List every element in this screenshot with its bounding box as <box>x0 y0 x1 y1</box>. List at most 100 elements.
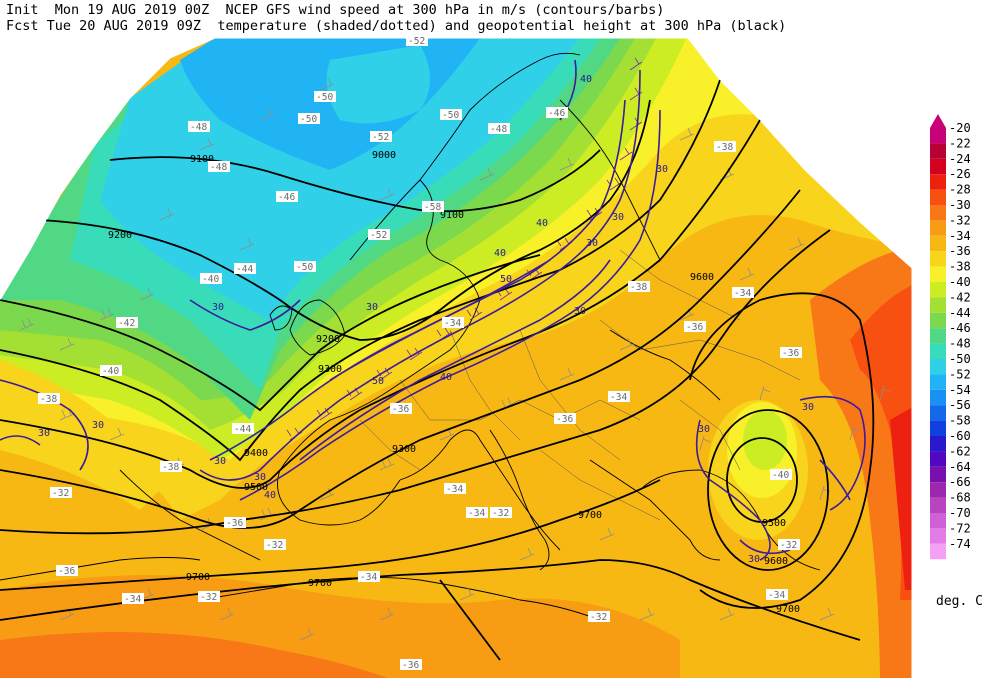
svg-text:-32: -32 <box>780 540 797 551</box>
legend-label: -20 <box>949 121 971 135</box>
svg-text:-34: -34 <box>768 590 785 601</box>
svg-text:-40: -40 <box>202 274 219 285</box>
temperature-label: -52 <box>368 229 390 241</box>
height-label: 9700 <box>186 572 210 583</box>
svg-text:-38: -38 <box>630 282 647 293</box>
wind-label: 40 <box>494 248 506 259</box>
temperature-label: -46 <box>546 107 568 119</box>
legend-label: -26 <box>949 167 971 181</box>
svg-text:-52: -52 <box>372 132 389 143</box>
svg-text:-48: -48 <box>190 122 207 133</box>
legend-swatch <box>930 497 946 513</box>
height-label: 9200 <box>108 230 132 241</box>
height-labels: 9100 9200 9000 9100 9200 9300 9400 9500 … <box>108 150 800 615</box>
legend-label: -34 <box>949 229 971 243</box>
wind-label: 30 <box>802 402 814 413</box>
temperature-label: -34 <box>358 571 380 583</box>
legend-label: -32 <box>949 213 971 227</box>
svg-text:-48: -48 <box>210 162 227 173</box>
temperature-shading <box>0 38 912 678</box>
svg-text:-40: -40 <box>102 366 119 377</box>
temperature-label: -36 <box>390 403 412 415</box>
height-label: 9400 <box>244 448 268 459</box>
svg-text:-42: -42 <box>118 318 135 329</box>
svg-text:-34: -34 <box>468 508 485 519</box>
temperature-label: -32 <box>198 591 220 603</box>
country-borders <box>359 249 801 521</box>
height-label: 9500 <box>762 518 786 529</box>
svg-text:-36: -36 <box>392 404 409 415</box>
temperature-legend: -20-22-24-26-28-30-32-34-36-38-40-42-44-… <box>930 114 971 560</box>
svg-text:-50: -50 <box>316 92 333 103</box>
temperature-labels: -52 -50 -50 -48 -52 -48 -50 -46 -48 -46 -58 -52 -50 -… <box>38 35 802 671</box>
height-label: 9600 <box>690 272 714 283</box>
temperature-label: -50 <box>298 113 320 125</box>
temperature-label: -48 <box>188 121 210 133</box>
temperature-label: -50 <box>294 261 316 273</box>
temperature-label: -36 <box>780 347 802 359</box>
svg-text:-36: -36 <box>686 322 703 333</box>
legend-swatch <box>930 312 946 329</box>
temperature-label: -38 <box>628 281 650 293</box>
wind-label: 30 <box>214 456 226 467</box>
wind-barbs <box>19 77 891 641</box>
legend-label: -38 <box>949 260 971 274</box>
height-label: 9300 <box>318 364 342 375</box>
temperature-label: -36 <box>224 517 246 529</box>
temperature-label: -36 <box>400 659 422 671</box>
legend-swatch <box>930 205 946 221</box>
temperature-label: -58 <box>422 201 444 213</box>
height-label: 9000 <box>372 150 396 161</box>
legend-swatch <box>930 374 946 390</box>
svg-text:-50: -50 <box>442 110 459 121</box>
legend-label: -36 <box>949 244 971 258</box>
wind-label: 30 <box>612 212 624 223</box>
svg-text:-38: -38 <box>716 142 733 153</box>
height-label: 9100 <box>190 154 214 165</box>
svg-text:-38: -38 <box>162 462 179 473</box>
temperature-label: -44 <box>234 263 256 275</box>
legend-label: -40 <box>949 275 971 289</box>
temperature-label: -32 <box>264 539 286 551</box>
legend-swatch <box>930 158 946 175</box>
legend-label: -54 <box>949 383 971 397</box>
wind-label: 30 <box>254 472 266 483</box>
svg-text:-58: -58 <box>424 202 441 213</box>
svg-text:-38: -38 <box>40 394 57 405</box>
legend-swatch <box>930 128 946 144</box>
legend-swatch <box>930 451 946 467</box>
legend-label: -24 <box>949 152 971 166</box>
legend-arrow <box>930 114 946 128</box>
height-label: 9700 <box>776 604 800 615</box>
legend-swatch <box>930 359 946 375</box>
temperature-label: -50 <box>314 91 336 103</box>
wind-label: 50 <box>372 376 384 387</box>
legend-swatch <box>930 266 946 282</box>
svg-text:-32: -32 <box>266 540 283 551</box>
legend-swatch <box>930 405 946 421</box>
legend-swatch <box>930 482 946 498</box>
legend-swatch <box>930 513 946 529</box>
temperature-label: -34 <box>442 317 464 329</box>
temperature-label: -46 <box>276 191 298 203</box>
temperature-label: -34 <box>766 589 788 601</box>
wind-label: 40 <box>536 218 548 229</box>
svg-text:-36: -36 <box>556 414 573 425</box>
svg-text:-46: -46 <box>548 108 565 119</box>
legend-swatch <box>930 543 946 560</box>
temperature-label: -48 <box>488 123 510 135</box>
legend-label: -50 <box>949 352 971 366</box>
wind-label: 50 <box>500 274 512 285</box>
svg-text:-34: -34 <box>610 392 627 403</box>
temperature-label: -44 <box>232 423 254 435</box>
svg-text:-50: -50 <box>300 114 317 125</box>
height-label: 9200 <box>316 334 340 345</box>
temperature-label: -34 <box>732 287 754 299</box>
legend-label: -60 <box>949 429 971 443</box>
wind-label: 30 <box>366 302 378 313</box>
legend-unit: deg. C <box>936 594 983 609</box>
svg-text:-36: -36 <box>226 518 243 529</box>
height-label: 9100 <box>440 210 464 221</box>
svg-text:-34: -34 <box>124 594 141 605</box>
legend-label: -64 <box>949 460 971 474</box>
